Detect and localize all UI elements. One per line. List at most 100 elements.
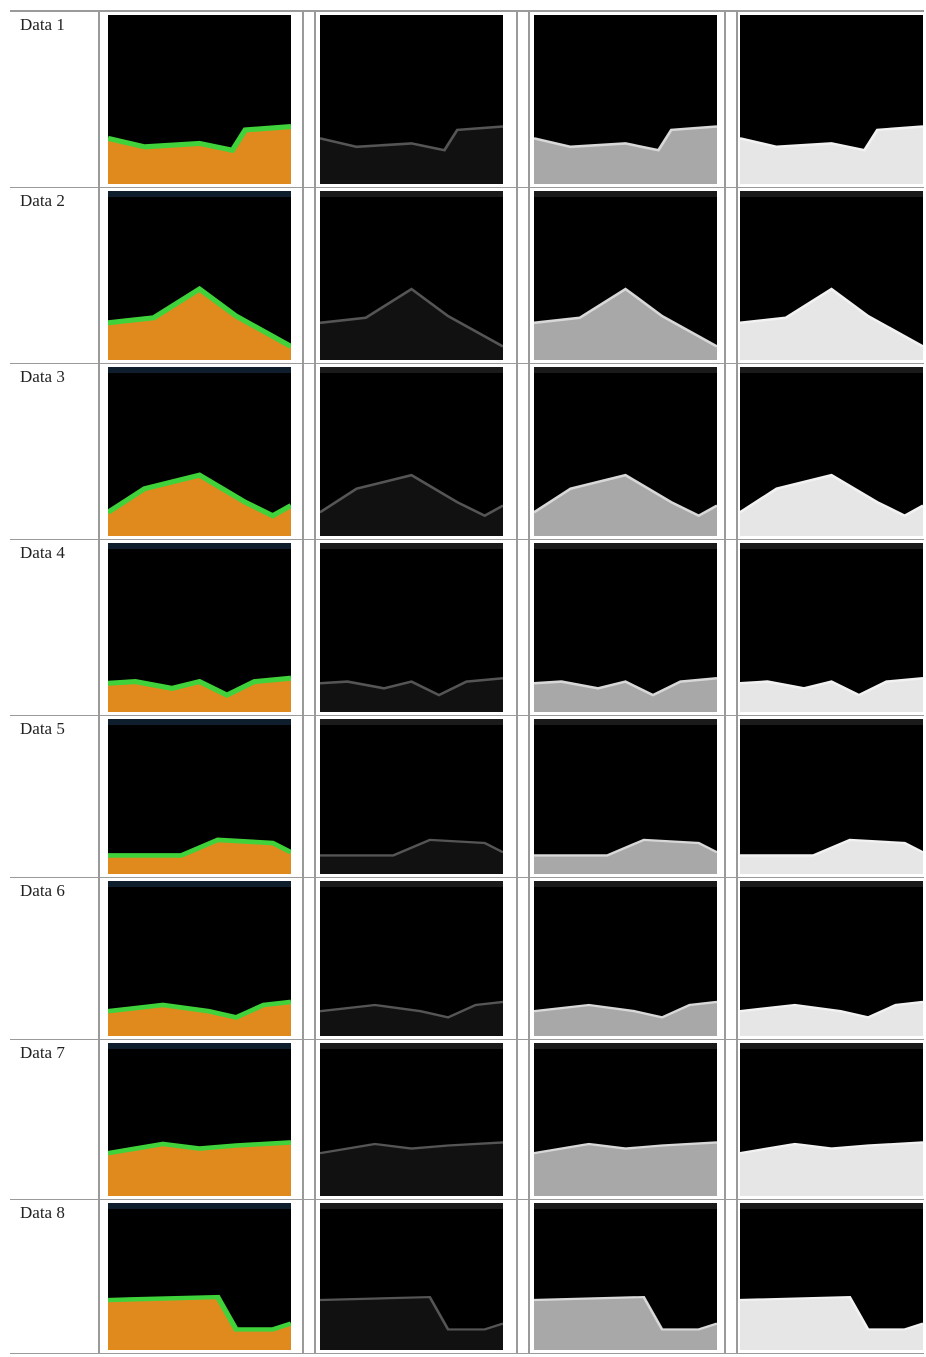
- tissue-surface: [320, 1141, 503, 1196]
- oct-image-panel: [740, 1203, 923, 1350]
- column-divider: [724, 188, 726, 363]
- table-row: Data 3: [10, 364, 924, 540]
- tissue-surface: [108, 675, 291, 712]
- tissue-surface: [320, 473, 503, 536]
- row-label: Data 7: [20, 1043, 65, 1062]
- scan-header-strip: [108, 1043, 291, 1049]
- tissue-surface: [740, 1295, 923, 1350]
- oct-image-panel: [320, 15, 503, 184]
- tissue-surface: [740, 676, 923, 712]
- column-divider: [314, 1200, 316, 1353]
- row-label: Data 5: [20, 719, 65, 738]
- tissue-surface: [740, 125, 923, 184]
- tissue-region: [740, 678, 923, 712]
- column-divider: [528, 878, 530, 1039]
- tissue-region: [740, 475, 923, 536]
- column-divider: [302, 188, 304, 363]
- tissue-surface: [534, 838, 717, 874]
- scan-header-strip: [534, 1203, 717, 1209]
- surface-edge: [108, 999, 291, 1020]
- oct-image-panel: [740, 367, 923, 536]
- surface-edge: [320, 838, 503, 857]
- oct-image-panel: [108, 191, 291, 360]
- column-divider: [736, 716, 738, 877]
- column-divider: [314, 188, 316, 363]
- tissue-surface: [108, 837, 291, 874]
- table-row: Data 8: [10, 1200, 924, 1354]
- tissue-region: [320, 475, 503, 536]
- tissue-surface: [740, 1141, 923, 1196]
- column-divider: [736, 1200, 738, 1353]
- tissue-surface: [740, 1000, 923, 1036]
- table-row: Data 5: [10, 716, 924, 878]
- tissue-region: [740, 1142, 923, 1196]
- scan-header-strip: [534, 1043, 717, 1049]
- scan-header-strip: [740, 367, 923, 373]
- tissue-region: [108, 1001, 291, 1036]
- surface-edge: [108, 1294, 291, 1332]
- tissue-surface: [320, 1000, 503, 1036]
- scan-header-strip: [108, 543, 291, 549]
- tissue-region: [320, 678, 503, 712]
- tissue-region: [740, 1297, 923, 1350]
- column-divider: [724, 1200, 726, 1353]
- tissue-region: [108, 289, 291, 360]
- tissue-surface: [534, 473, 717, 536]
- oct-image-panel: [108, 1043, 291, 1196]
- tissue-region: [740, 839, 923, 874]
- tissue-region: [320, 839, 503, 874]
- column-divider: [736, 188, 738, 363]
- tissue-surface: [108, 472, 291, 536]
- tissue-region: [740, 126, 923, 184]
- tissue-surface: [108, 124, 291, 184]
- tissue-region: [320, 1142, 503, 1196]
- column-divider: [302, 12, 304, 187]
- oct-image-panel: [320, 881, 503, 1036]
- scan-header-strip: [320, 1203, 503, 1209]
- oct-image-panel: [320, 1203, 503, 1350]
- row-label: Data 3: [20, 367, 65, 386]
- scan-header-strip: [534, 367, 717, 373]
- scan-header-strip: [320, 719, 503, 725]
- oct-image-panel: [320, 191, 503, 360]
- column-divider: [98, 1040, 100, 1199]
- scan-header-strip: [320, 1043, 503, 1049]
- column-divider: [724, 1040, 726, 1199]
- surface-edge: [108, 124, 291, 154]
- oct-image-panel: [534, 367, 717, 536]
- column-divider: [302, 716, 304, 877]
- scan-header-strip: [534, 881, 717, 887]
- scan-header-strip: [108, 1203, 291, 1209]
- table-row: Data 4: [10, 540, 924, 716]
- surface-edge: [534, 1000, 717, 1019]
- figure-table: Data 1 Data 2 Data 3 Data 4 Data 5 Data 6 Data…: [10, 10, 924, 1354]
- tissue-region: [108, 126, 291, 184]
- row-label: Data 1: [20, 15, 65, 34]
- tissue-region: [320, 1297, 503, 1350]
- tissue-region: [320, 126, 503, 184]
- surface-edge: [740, 1295, 923, 1331]
- scan-header-strip: [740, 881, 923, 887]
- column-divider: [302, 540, 304, 715]
- column-divider: [528, 364, 530, 539]
- surface-edge: [740, 287, 923, 348]
- column-divider: [724, 540, 726, 715]
- column-divider: [724, 364, 726, 539]
- column-divider: [98, 716, 100, 877]
- oct-image-panel: [320, 1043, 503, 1196]
- column-divider: [516, 1040, 518, 1199]
- scan-header-strip: [320, 543, 503, 549]
- surface-edge: [108, 675, 291, 698]
- tissue-region: [108, 1142, 291, 1196]
- tissue-surface: [534, 676, 717, 712]
- oct-image-panel: [740, 191, 923, 360]
- scan-header-strip: [320, 881, 503, 887]
- column-divider: [516, 878, 518, 1039]
- tissue-region: [534, 289, 717, 360]
- tissue-region: [534, 475, 717, 536]
- column-divider: [724, 716, 726, 877]
- tissue-surface: [320, 1295, 503, 1350]
- column-divider: [314, 878, 316, 1039]
- tissue-surface: [108, 285, 291, 360]
- column-divider: [516, 540, 518, 715]
